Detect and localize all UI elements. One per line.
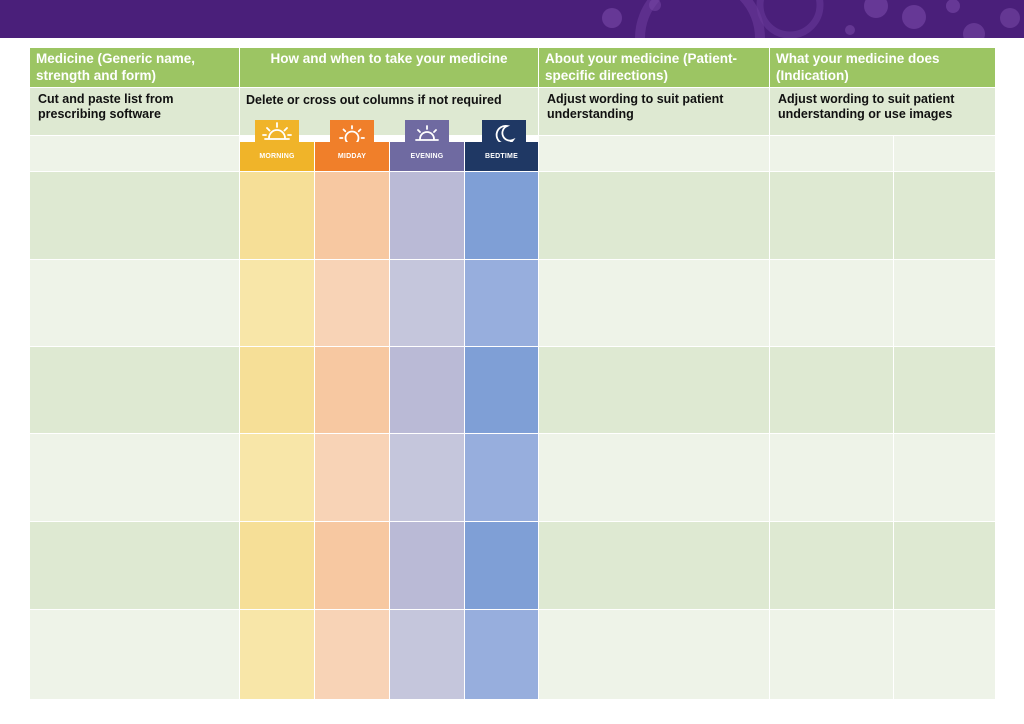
table-cell[interactable] (539, 434, 769, 521)
table-cell[interactable] (315, 610, 389, 699)
table-cell[interactable] (240, 260, 314, 346)
medicine-table: Medicine (Generic name, strength and for… (30, 48, 995, 699)
table-cell[interactable] (539, 610, 769, 699)
table-cell[interactable] (30, 260, 239, 346)
table-cell[interactable] (30, 434, 239, 521)
table-cell[interactable] (315, 172, 389, 259)
icon-row-medicine-cell (30, 136, 239, 171)
table-cell[interactable] (894, 522, 995, 609)
table-cell[interactable] (30, 522, 239, 609)
icon-row-what-cell-b (894, 136, 995, 171)
moon-icon (482, 120, 526, 145)
table-cell[interactable] (390, 347, 464, 433)
table-cell[interactable] (390, 172, 464, 259)
table-cell[interactable] (240, 347, 314, 433)
table-cell[interactable] (894, 172, 995, 259)
label-bedtime: BEDTIME (465, 142, 538, 171)
top-banner (0, 0, 1024, 38)
table-cell[interactable] (465, 347, 538, 433)
subheader-how-when: Delete or cross out columns if not requi… (246, 93, 502, 107)
table-cell[interactable] (770, 522, 893, 609)
label-evening: EVENING (390, 142, 464, 171)
table-cell[interactable] (770, 260, 893, 346)
table-cell[interactable] (30, 172, 239, 259)
sun-icon (330, 120, 374, 151)
table-cell[interactable] (539, 347, 769, 433)
header-medicine: Medicine (Generic name, strength and for… (30, 48, 239, 87)
table-cell[interactable] (390, 610, 464, 699)
table-cell[interactable] (465, 434, 538, 521)
icon-row-what-cell-a (770, 136, 893, 171)
table-cell[interactable] (770, 347, 893, 433)
table-cell[interactable] (240, 434, 314, 521)
table-cell[interactable] (465, 610, 538, 699)
table-cell[interactable] (390, 260, 464, 346)
table-cell[interactable] (770, 172, 893, 259)
table-cell[interactable] (539, 522, 769, 609)
header-how-when: How and when to take your medicine (240, 48, 538, 87)
table-cell[interactable] (539, 172, 769, 259)
table-cell[interactable] (30, 610, 239, 699)
label-midday: MIDDAY (315, 142, 389, 171)
table-cell[interactable] (539, 260, 769, 346)
decorative-dots-pattern (602, 0, 1020, 38)
sunrise-icon (255, 120, 299, 142)
table-cell[interactable] (465, 172, 538, 259)
table-cell[interactable] (240, 172, 314, 259)
subheader-medicine: Cut and paste list from prescribing soft… (30, 88, 239, 135)
table-cell[interactable] (465, 522, 538, 609)
table-cell[interactable] (240, 610, 314, 699)
table-cell[interactable] (315, 347, 389, 433)
subheader-what: Adjust wording to suit patient understan… (770, 88, 995, 135)
table-cell[interactable] (30, 347, 239, 433)
label-morning: MORNING (240, 142, 314, 171)
table-cell[interactable] (770, 610, 893, 699)
header-what: What your medicine does (Indication) (770, 48, 995, 87)
table-cell[interactable] (240, 522, 314, 609)
table-cell[interactable] (894, 610, 995, 699)
table-cell[interactable] (390, 522, 464, 609)
sunset-icon (405, 120, 449, 145)
table-cell[interactable] (894, 260, 995, 346)
subheader-about: Adjust wording to suit patient understan… (539, 88, 769, 135)
table-cell[interactable] (315, 434, 389, 521)
table-cell[interactable] (390, 434, 464, 521)
table-cell[interactable] (894, 434, 995, 521)
table-cell[interactable] (770, 434, 893, 521)
table-cell[interactable] (315, 522, 389, 609)
table-cell[interactable] (465, 260, 538, 346)
table-cell[interactable] (894, 347, 995, 433)
table-cell[interactable] (315, 260, 389, 346)
icon-row-about-cell (539, 136, 769, 171)
header-about: About your medicine (Patient-specific di… (539, 48, 769, 87)
